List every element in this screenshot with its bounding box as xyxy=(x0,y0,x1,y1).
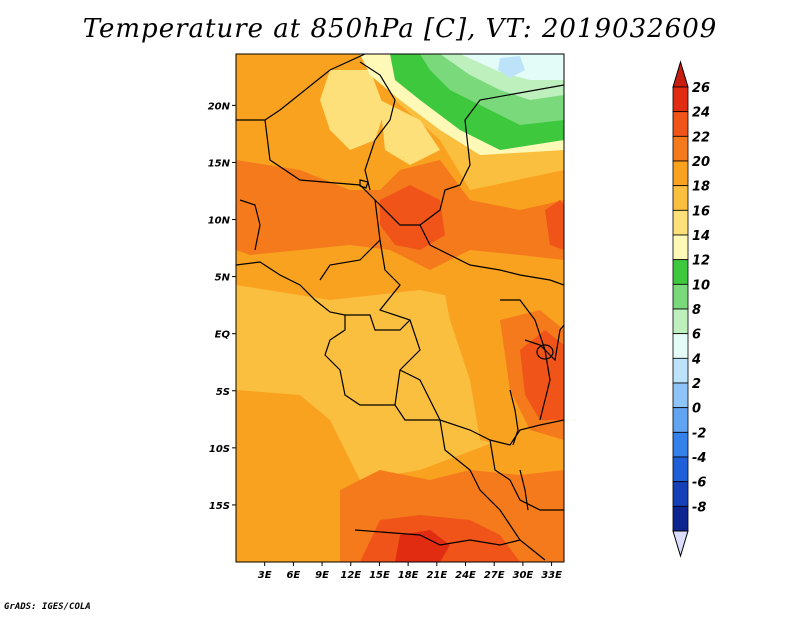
field-band-22-24-d xyxy=(236,175,280,240)
lon-tick-label: 27E xyxy=(484,570,505,581)
lon-tick-label: 12E xyxy=(340,570,361,581)
colorbar-label: 26 xyxy=(692,81,710,96)
colorbar-label: 12 xyxy=(692,254,710,269)
colorbar-box xyxy=(672,308,689,335)
colorbar-box xyxy=(672,456,689,483)
colorbar-label: 22 xyxy=(692,130,710,145)
colorbar-box xyxy=(672,357,689,384)
colorbar-box xyxy=(672,185,689,211)
temperature-field xyxy=(236,54,564,562)
lon-tick-label: 24E xyxy=(455,570,476,581)
lat-tick-label: 10S xyxy=(209,444,230,455)
field-band-4-6 xyxy=(498,56,525,78)
latitude-axis: 20N 15N 10N 5N EQ 5S 10S 15S xyxy=(208,101,236,512)
colorbar-label: 0 xyxy=(692,402,701,417)
field-band-16-18-a xyxy=(320,70,385,150)
country-boundaries xyxy=(236,54,564,561)
colorbar-box xyxy=(672,135,689,162)
lon-tick-label: 30E xyxy=(513,570,534,581)
lake-victoria xyxy=(536,344,554,360)
colorbar-label: 8 xyxy=(692,303,701,318)
lakes xyxy=(359,179,554,511)
colorbar-box xyxy=(672,481,689,507)
lat-tick-label: 10N xyxy=(208,216,231,227)
colorbar-top-arrow xyxy=(672,60,689,88)
lat-tick-label: 15S xyxy=(209,501,230,512)
colorbar-label: 18 xyxy=(692,180,710,195)
colorbar-box xyxy=(672,333,689,359)
lon-tick-label: 33E xyxy=(541,570,562,581)
colorbar-box xyxy=(672,283,689,310)
colorbar-label: 14 xyxy=(692,229,710,244)
lat-tick-label: 20N xyxy=(208,101,231,112)
lat-tick-label: 5N xyxy=(215,273,231,284)
map-title: Temperature at 850hPa [C], VT: 201903260… xyxy=(82,14,718,44)
colorbar-label: 2 xyxy=(692,377,701,392)
lat-tick-label: 15N xyxy=(208,158,231,169)
field-band-gt-26 xyxy=(395,530,450,562)
colorbar-label: 4 xyxy=(691,352,701,367)
plot-frame xyxy=(235,53,565,563)
colorbar-label: -8 xyxy=(692,500,706,515)
lon-tick-label: 3E xyxy=(258,570,272,581)
colorbar-box xyxy=(672,86,689,113)
colorbar-box xyxy=(672,259,689,285)
lake-chad xyxy=(359,179,369,189)
lon-tick-label: 6E xyxy=(286,570,300,581)
colorbar-label: 20 xyxy=(692,155,710,170)
grads-credit: GrADS: IGES/COLA xyxy=(4,602,91,612)
lon-tick-label: 21E xyxy=(426,570,447,581)
lat-tick-label: 5S xyxy=(216,387,230,398)
colorbar-label: -4 xyxy=(692,451,706,466)
colorbar-label: 6 xyxy=(692,328,701,343)
colorbar-box xyxy=(672,234,689,261)
colorbar-box xyxy=(672,407,689,433)
colorbar-box xyxy=(672,431,689,458)
colorbar-label: -6 xyxy=(692,476,706,491)
colorbar-box xyxy=(672,209,689,236)
colorbar-label: 16 xyxy=(692,204,710,219)
field-band-24-26-d xyxy=(545,200,564,250)
colorbar-box xyxy=(672,111,689,137)
longitude-axis: 3E 6E 9E 12E 15E 18E 21E 24E 27E 30E 33E xyxy=(258,562,562,581)
colorbar-box xyxy=(672,505,689,532)
colorbar-label: 10 xyxy=(692,278,710,293)
field-band-16-18-b xyxy=(380,100,440,165)
lake-malawi xyxy=(519,469,529,511)
colorbar-label: -2 xyxy=(692,426,706,441)
colorbar-bottom-arrow xyxy=(672,530,689,558)
colorbar-box xyxy=(672,160,689,187)
lon-tick-label: 9E xyxy=(315,570,329,581)
colorbar-label: 24 xyxy=(692,106,710,121)
lake-tanganyika xyxy=(509,389,519,446)
lon-tick-label: 15E xyxy=(369,570,390,581)
field-band-24-26-a xyxy=(380,185,445,250)
lat-tick-label: EQ xyxy=(215,330,231,341)
lon-tick-label: 18E xyxy=(398,570,419,581)
colorbar-box xyxy=(672,382,689,409)
